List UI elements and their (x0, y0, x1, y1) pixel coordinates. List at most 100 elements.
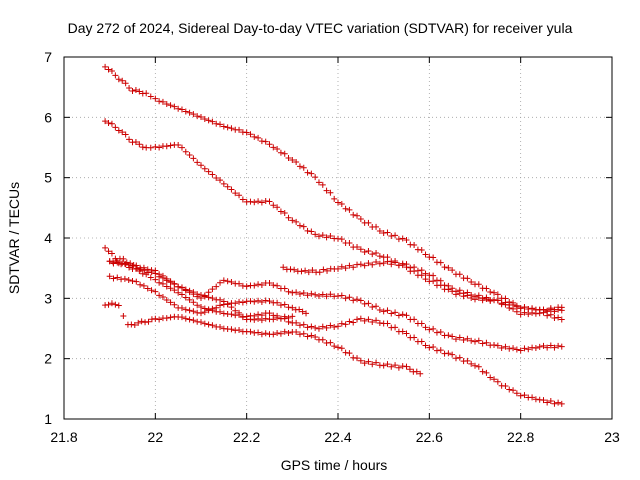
data-point (182, 286, 189, 293)
data-point (258, 317, 265, 324)
data-point (285, 314, 292, 321)
data-point (119, 77, 126, 84)
data-point (296, 322, 303, 329)
data-point (388, 261, 395, 268)
data-point (433, 329, 440, 336)
data-point (105, 120, 112, 127)
data-point (108, 120, 115, 127)
data-point (350, 211, 357, 218)
data-point (262, 330, 269, 337)
data-point (255, 281, 262, 288)
data-point (494, 291, 501, 298)
data-point (285, 154, 292, 161)
data-point (251, 298, 258, 305)
data-point (411, 264, 418, 271)
data-point (289, 304, 296, 311)
data-point (213, 120, 220, 127)
data-point (547, 311, 554, 318)
data-point (437, 259, 444, 266)
data-point (392, 232, 399, 239)
data-point (213, 283, 220, 290)
data-point (304, 227, 311, 234)
data-point (106, 273, 113, 280)
data-point (209, 322, 216, 329)
data-point (373, 259, 380, 266)
data-point (156, 144, 163, 151)
data-point (182, 315, 189, 322)
data-point (251, 199, 258, 206)
data-point (384, 229, 391, 236)
data-point (373, 317, 380, 324)
data-point (350, 264, 357, 271)
data-point (145, 318, 152, 325)
data-point (258, 299, 265, 306)
data-point (506, 345, 513, 352)
data-point (346, 240, 353, 247)
data-point (205, 307, 212, 314)
data-point (327, 322, 334, 329)
data-point (319, 291, 326, 298)
data-point (159, 293, 166, 300)
data-point (335, 293, 341, 300)
data-point (558, 343, 565, 350)
data-point (380, 229, 387, 236)
data-point (205, 321, 212, 328)
data-point (201, 293, 208, 300)
data-point (491, 376, 498, 383)
data-point (525, 346, 532, 353)
data-point (300, 289, 307, 296)
data-point (262, 315, 269, 322)
data-point (205, 294, 212, 301)
data-point (217, 121, 224, 128)
data-point (125, 276, 132, 283)
data-point (555, 306, 562, 313)
data-point (236, 126, 243, 133)
data-point (483, 285, 490, 292)
data-point (289, 217, 296, 224)
data-point (281, 313, 288, 320)
data-point (163, 315, 170, 322)
data-point (426, 344, 433, 351)
data-point (544, 399, 551, 406)
data-point (255, 315, 262, 322)
data-point (361, 360, 368, 367)
data-point (308, 170, 315, 177)
data-point (540, 397, 547, 404)
data-point (131, 322, 138, 329)
data-point (209, 118, 216, 125)
data-point (395, 262, 402, 269)
data-point (403, 330, 410, 337)
data-point (228, 311, 235, 318)
data-point (373, 303, 380, 310)
data-point (411, 334, 418, 341)
data-point (163, 297, 170, 304)
data-point (506, 386, 513, 393)
data-point (302, 267, 309, 274)
data-point (194, 159, 201, 166)
data-point (228, 279, 235, 286)
data-point (247, 131, 254, 138)
y-tick-label: 4 (44, 230, 52, 246)
data-point (346, 294, 353, 301)
data-point (452, 336, 459, 343)
data-point (198, 319, 204, 326)
data-point (205, 168, 212, 175)
series-sat-g (106, 258, 296, 324)
data-point (140, 282, 147, 289)
data-point (120, 312, 127, 319)
data-point (517, 392, 524, 399)
data-point (414, 267, 421, 274)
data-point (532, 344, 539, 351)
data-point (228, 186, 235, 193)
data-point (186, 296, 193, 303)
data-point (430, 325, 437, 332)
data-point (129, 278, 136, 285)
data-point (464, 335, 471, 342)
data-point (449, 333, 456, 340)
series-sat-a (102, 63, 565, 314)
data-point (232, 300, 239, 307)
data-point (312, 231, 319, 238)
data-point (115, 127, 122, 134)
data-point (513, 390, 520, 397)
data-point (137, 281, 144, 288)
